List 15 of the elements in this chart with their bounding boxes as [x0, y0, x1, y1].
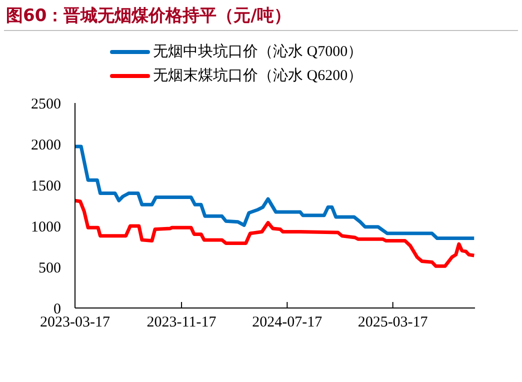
y-tick-label: 500: [38, 260, 61, 276]
x-tick-label: 2024-07-17: [252, 314, 323, 331]
legend-label: 无烟末煤坑口价（沁水 Q6200）: [153, 66, 363, 86]
y-tick-label: 0: [54, 301, 61, 318]
y-tick-label: 2000: [31, 137, 61, 154]
x-tick-label: 2023-03-17: [40, 314, 110, 331]
x-tick-label: 2023-11-17: [146, 314, 217, 331]
y-tick-label: 2500: [31, 96, 61, 112]
y-tick-label: 1500: [31, 178, 61, 194]
y-tick-label: 1000: [31, 219, 61, 236]
line-series: [75, 144, 475, 240]
line-series: [75, 198, 475, 268]
chart-title: 图60：晋城无烟煤价格持平（元/吨）: [6, 5, 291, 27]
legend-label: 无烟中块坑口价（沁水 Q7000）: [153, 42, 363, 62]
x-tick-label: 2025-03-17: [358, 314, 428, 331]
